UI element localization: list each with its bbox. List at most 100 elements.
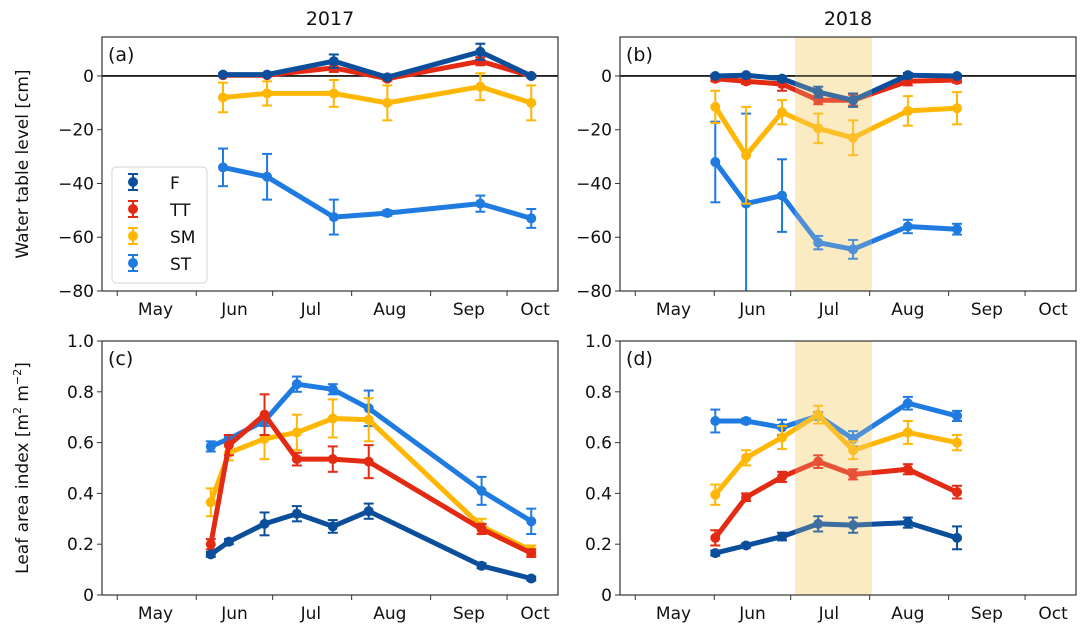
data-point (327, 521, 338, 532)
panel-label-d: (d) (626, 348, 653, 370)
data-point (952, 532, 963, 543)
data-point (291, 508, 302, 519)
data-point (777, 190, 788, 201)
x-tick-label-jul: Jul (818, 300, 840, 320)
data-point (327, 384, 338, 395)
data-point (710, 548, 721, 559)
y-tick-label: 0 (601, 586, 612, 606)
data-point (382, 97, 393, 108)
data-point (710, 416, 721, 427)
data-point (741, 540, 752, 551)
y-tick-label: −20 (576, 121, 612, 141)
series-sm-c (205, 397, 537, 557)
panel-label-b: (b) (626, 44, 653, 66)
data-point (526, 70, 537, 81)
data-point (223, 440, 234, 451)
ylabel-leaf-area-index: Leaf area index [m2 m−2] (11, 362, 33, 574)
y-tick-label: −80 (576, 282, 612, 302)
data-point (363, 414, 374, 425)
data-point (475, 198, 486, 209)
data-point (710, 101, 721, 112)
data-point (218, 92, 229, 103)
data-point (259, 409, 270, 420)
series-sm-d (710, 404, 963, 506)
series-line (220, 49, 534, 80)
legend-entry-st: ST (128, 254, 192, 275)
axes-frame-b (619, 36, 1077, 292)
axes-frame-a (101, 36, 559, 292)
y-tick-label: 0.8 (67, 383, 94, 403)
data-point (710, 70, 721, 81)
x-tick-label-jul: Jul (300, 300, 322, 320)
data-point (291, 427, 302, 438)
series-line (208, 412, 534, 556)
legend-marker-st (128, 254, 138, 272)
data-point (327, 413, 338, 424)
data-point (902, 70, 913, 81)
data-point (741, 70, 752, 81)
legend-label-st: ST (170, 255, 192, 275)
data-point (952, 410, 963, 421)
legend-marker-tt (128, 200, 138, 218)
panel-c: 0 0.2 0.4 0.6 0.8 1.0 May Jun Jul Aug Sep Oct (c) (67, 332, 559, 624)
data-point (902, 517, 913, 528)
data-point (382, 72, 393, 83)
data-point (813, 456, 824, 467)
panel-label-c: (c) (108, 348, 133, 370)
legend-marker-dot (128, 177, 138, 187)
x-tick-label-jul: Jul (818, 604, 840, 624)
data-point (363, 456, 374, 467)
ylabel-lai-prefix: Leaf area index [m (13, 414, 33, 574)
y-tick-label: 0.4 (585, 484, 612, 504)
data-point (475, 81, 486, 92)
legend-marker-f (128, 173, 138, 191)
column-title-2017: 2017 (306, 8, 354, 30)
x-tick-label-jun: Jun (738, 300, 766, 320)
y-tick-label: −20 (58, 121, 94, 141)
x-tick-label-jun: Jun (220, 300, 248, 320)
data-point (363, 506, 374, 517)
panel-label-a: (a) (108, 44, 134, 66)
data-point (902, 464, 913, 475)
data-point (710, 489, 721, 500)
y-tick-label: 0 (601, 67, 612, 87)
y-tick-label: 0.8 (585, 383, 612, 403)
x-tick-label-may: May (656, 300, 691, 320)
y-tick-label: 0.2 (585, 535, 612, 555)
data-point (952, 224, 963, 235)
data-point (526, 516, 537, 527)
legend-entry-tt: TT (128, 200, 191, 221)
data-point (813, 409, 824, 420)
data-point (328, 212, 339, 223)
x-tick-label-oct: Oct (1038, 604, 1068, 624)
legend-entry-f: F (128, 173, 180, 194)
x-tick-label-sep: Sep (971, 604, 1003, 624)
y-tick-label: −60 (576, 228, 612, 248)
data-point (902, 398, 913, 409)
legend-frame (111, 166, 208, 284)
legend-marker-sm (128, 227, 138, 245)
data-point (813, 123, 824, 134)
series-line (208, 381, 534, 524)
data-point (205, 539, 216, 550)
data-point (476, 560, 487, 571)
data-point (327, 454, 338, 465)
ylabel-lai-mid: m (13, 385, 33, 407)
x-tick-label-jun: Jun (738, 604, 766, 624)
data-point (848, 445, 859, 456)
shaded-period-overlay-d (795, 341, 872, 595)
data-point (291, 379, 302, 390)
x-tick-label-may: May (138, 604, 173, 624)
y-tick-label: −40 (576, 174, 612, 194)
y-tick-label: 0 (83, 586, 94, 606)
y-tick-label: 0.2 (67, 535, 94, 555)
data-point (291, 454, 302, 465)
x-tick-label-oct: Oct (520, 300, 550, 320)
x-tick-label-aug: Aug (373, 604, 406, 624)
data-point (475, 56, 486, 67)
x-tick-label-oct: Oct (520, 604, 550, 624)
data-point (262, 171, 273, 182)
data-point (952, 103, 963, 114)
y-tick-label: −40 (58, 174, 94, 194)
panel-d: 0 0.2 0.4 0.6 0.8 1.0 May Jun Jul Aug Sep Oct (d) (585, 332, 1077, 624)
